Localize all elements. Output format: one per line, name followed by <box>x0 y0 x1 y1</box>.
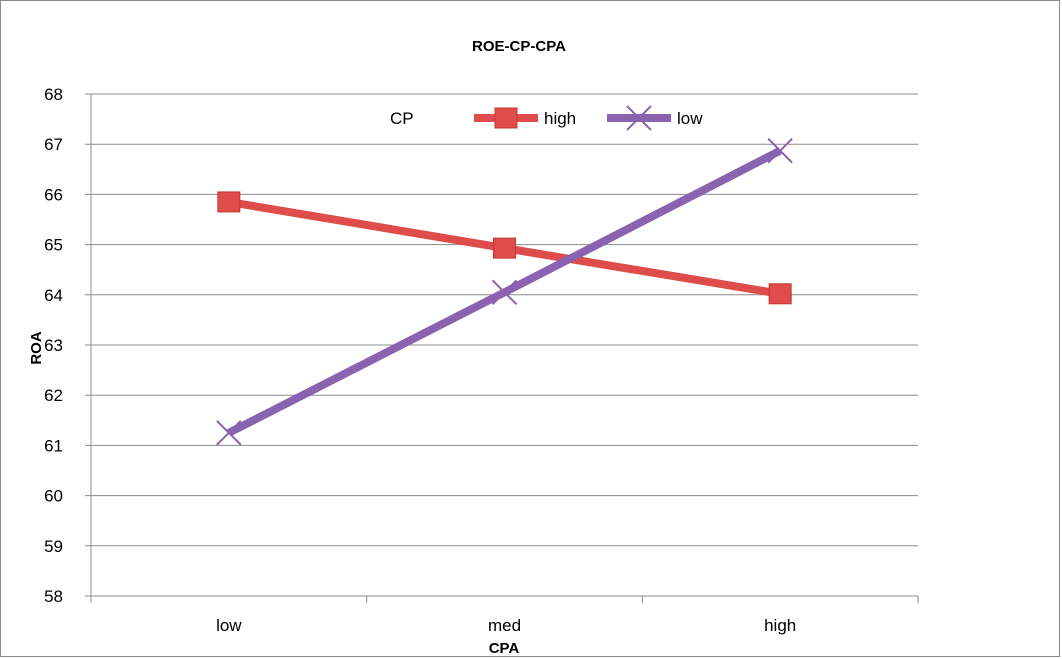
y-tick-label: 68 <box>44 85 63 104</box>
x-tick-label: high <box>764 616 796 635</box>
y-tick-label: 61 <box>44 436 63 455</box>
series-legend-high-marker <box>494 107 518 129</box>
x-axis-title: CPA <box>489 640 520 657</box>
y-tick-label: 62 <box>44 386 63 405</box>
legend-label-high: high <box>544 109 576 128</box>
y-tick-label: 65 <box>44 236 63 255</box>
legend-title: CP <box>390 109 414 128</box>
legend: CP high low <box>390 105 703 131</box>
series-high-marker <box>768 283 792 305</box>
series-high-marker <box>493 237 516 259</box>
y-axis-title: ROA <box>28 331 45 365</box>
series-high-marker <box>217 191 241 213</box>
y-tick-labels: 58 59 60 61 62 63 64 65 66 67 68 <box>44 85 63 606</box>
series-low-marker <box>216 420 242 446</box>
marker-stroke <box>216 420 242 446</box>
axes <box>90 94 919 603</box>
chart-title: ROE-CP-CPA <box>472 38 566 55</box>
series-low-marker <box>767 138 793 164</box>
y-tick-label: 59 <box>44 537 63 556</box>
y-tick-label: 66 <box>44 185 63 204</box>
marker-stroke <box>626 105 652 131</box>
y-tick-label: 64 <box>44 286 63 305</box>
y-tick-label: 63 <box>44 336 63 355</box>
series-low-marker <box>491 279 518 305</box>
y-tick-label: 58 <box>44 587 63 606</box>
x-tick-label: low <box>216 616 242 635</box>
legend-label-low: low <box>677 109 703 128</box>
gridlines <box>85 93 918 597</box>
marker-stroke <box>767 138 793 164</box>
x-tick-label: med <box>488 616 521 635</box>
series-legend-low-marker <box>626 105 652 131</box>
marker-stroke <box>491 279 518 305</box>
y-tick-label: 67 <box>44 135 63 154</box>
series <box>216 138 793 446</box>
y-tick-label: 60 <box>44 487 63 506</box>
x-tick-labels: low med high <box>216 616 796 635</box>
